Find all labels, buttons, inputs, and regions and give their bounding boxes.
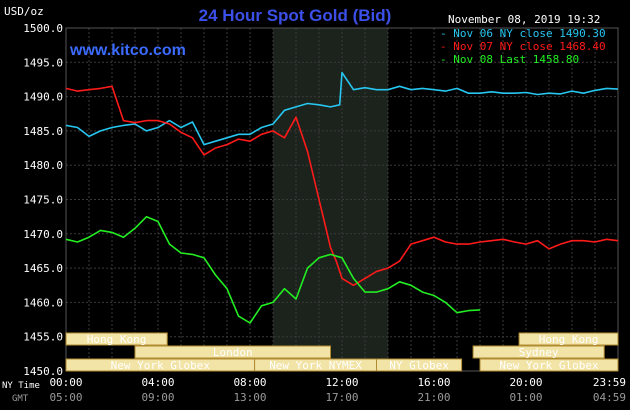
ny-time-row-label: NY Time	[2, 381, 40, 391]
market-session-label: New York NYMEX	[269, 359, 362, 372]
market-session-label: NY Globex	[389, 359, 449, 372]
grid-lines	[65, 27, 619, 372]
date-label: November 08, 2019 19:32	[448, 13, 600, 26]
y-tick-label: 1470.0	[23, 228, 63, 241]
series-line-3	[65, 215, 481, 324]
x-tick-label: 23:59	[593, 376, 626, 389]
market-session-bar	[472, 345, 605, 359]
legend: - Nov 06 NY close 1490.30- Nov 07 NY clo…	[440, 27, 606, 66]
chart-title: 24 Hour Spot Gold (Bid)	[199, 6, 392, 25]
x-tick-label: 00:00	[49, 376, 82, 389]
series-lines	[65, 71, 619, 324]
market-session-bar	[65, 332, 168, 346]
y-tick-label: 1465.0	[23, 262, 63, 275]
legend-entry-1: - Nov 06 NY close 1490.30	[440, 27, 606, 40]
series-line-1	[65, 71, 619, 146]
market-session-label: New York Globex	[111, 359, 211, 372]
x-tick-label-gmt: 21:00	[417, 391, 450, 404]
y-tick-label: 1450.0	[23, 365, 63, 378]
axis-labels: 1500.0 1495.0 1490.0 1485.0 1480.0 1475.0 1470…	[2, 22, 626, 404]
series-line-2	[65, 85, 619, 287]
market-session-label: Sydney	[519, 346, 559, 359]
legend-entry-3: - Nov 08 Last 1458.80	[440, 53, 579, 66]
y-tick-label: 1495.0	[23, 56, 63, 69]
market-session-label: New York Globex	[499, 359, 599, 372]
market-session-label: Hong Kong	[539, 333, 599, 346]
market-session-label: London	[213, 346, 253, 359]
y-tick-label: 1490.0	[23, 91, 63, 104]
market-session-bar	[518, 332, 619, 346]
market-session-label: Hong Kong	[87, 333, 147, 346]
y-tick-label: 1460.0	[23, 296, 63, 309]
x-tick-label-gmt: 09:00	[141, 391, 174, 404]
x-tick-label-gmt: 17:00	[325, 391, 358, 404]
y-tick-label: 1475.0	[23, 194, 63, 207]
market-session-bar	[479, 358, 619, 372]
y-tick-label: 1485.0	[23, 125, 63, 138]
x-tick-label: 04:00	[141, 376, 174, 389]
x-tick-label-gmt: 04:59	[593, 391, 626, 404]
y-tick-label: 1500.0	[23, 22, 63, 35]
y-tick-label: 1455.0	[23, 331, 63, 344]
legend-entry-2: - Nov 07 NY close 1468.40	[440, 40, 606, 53]
x-tick-label: 20:00	[509, 376, 542, 389]
y-axis-unit: USD/oz	[4, 5, 44, 18]
x-tick-label: 12:00	[325, 376, 358, 389]
x-tick-label-gmt: 01:00	[509, 391, 542, 404]
y-tick-label: 1480.0	[23, 159, 63, 172]
gmt-row-label: GMT	[12, 394, 29, 404]
x-tick-label: 16:00	[417, 376, 450, 389]
market-session-bar	[376, 358, 463, 372]
market-session-bar	[134, 345, 331, 359]
watermark-text: www.kitco.com	[69, 42, 186, 59]
x-tick-label: 08:00	[233, 376, 266, 389]
x-tick-label-gmt: 13:00	[233, 391, 266, 404]
x-tick-label-gmt: 05:00	[49, 391, 82, 404]
